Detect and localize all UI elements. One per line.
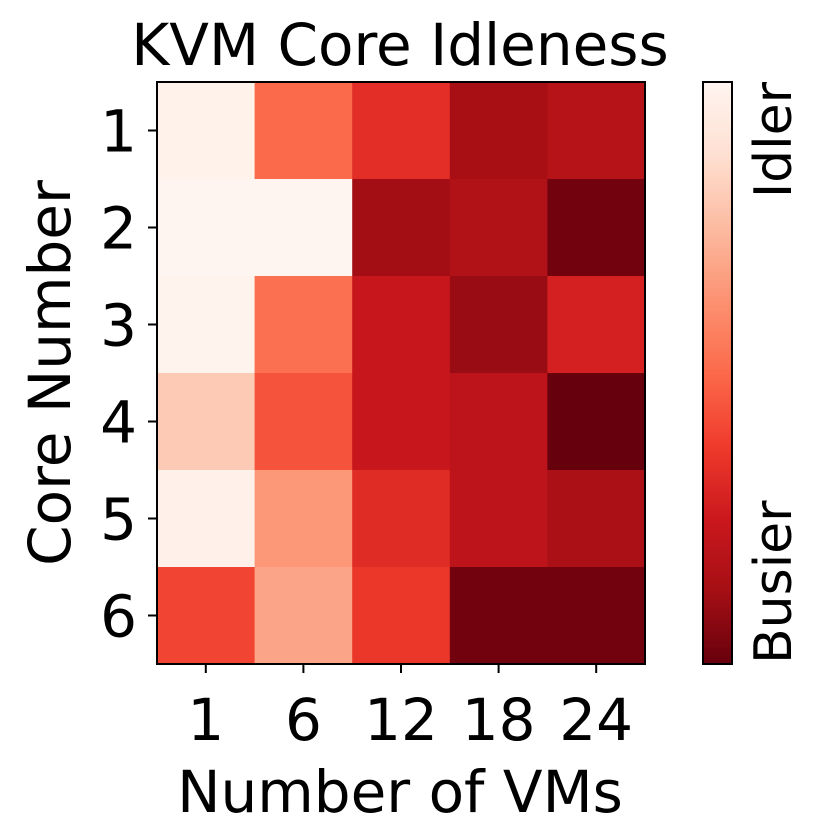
heatmap-cell (449, 567, 548, 665)
x-axis-label: Number of VMs (177, 758, 623, 826)
heatmap-cell (254, 276, 353, 374)
heatmap-cell (449, 470, 548, 568)
heatmap-cell (157, 373, 256, 471)
colorbar: Idler Busier (702, 81, 804, 665)
heatmap-cell (547, 373, 646, 471)
heatmap-cell (352, 470, 451, 568)
x-tick-label: 6 (285, 686, 322, 754)
heatmap-cell (352, 179, 451, 277)
y-tick-label: 2 (100, 195, 137, 263)
heatmap-cell (254, 179, 353, 277)
heatmap-cell (157, 179, 256, 277)
y-tick-label: 3 (100, 292, 137, 360)
heatmap-cell (157, 470, 256, 568)
heatmap-cell (157, 567, 256, 665)
colorbar-top-label: Idler (744, 81, 804, 198)
heatmap-cell (157, 82, 256, 180)
heatmap-cell (157, 276, 256, 374)
heatmap-cell (547, 470, 646, 568)
y-tick-label: 4 (100, 389, 137, 457)
heatmap-cell (352, 567, 451, 665)
heatmap-cell (254, 82, 353, 180)
heatmap-cell (449, 82, 548, 180)
colorbar-gradient (703, 82, 732, 664)
heatmap-cell (254, 567, 353, 665)
heatmap-cell (449, 179, 548, 277)
heatmap-cells (157, 82, 646, 665)
heatmap-cell (352, 276, 451, 374)
heatmap-cell (547, 82, 646, 180)
y-axis-ticks: 1 2 3 4 5 6 (100, 98, 157, 651)
heatmap-cell (547, 567, 646, 665)
x-tick-label: 18 (462, 686, 536, 754)
heatmap-cell (547, 179, 646, 277)
chart-title: KVM Core Idleness (131, 11, 668, 79)
heatmap-cell (449, 276, 548, 374)
heatmap-cell (254, 470, 353, 568)
y-tick-label: 6 (100, 583, 137, 651)
heatmap-cell (547, 276, 646, 374)
x-tick-label: 12 (364, 686, 438, 754)
heatmap-cell (352, 82, 451, 180)
y-tick-label: 5 (100, 486, 137, 554)
y-axis-label: Core Number (16, 180, 84, 566)
x-tick-label: 1 (187, 686, 224, 754)
heatmap-cell (254, 373, 353, 471)
x-tick-label: 24 (559, 686, 633, 754)
heatmap-cell (352, 373, 451, 471)
y-tick-label: 1 (100, 98, 137, 166)
heatmap-cell (449, 373, 548, 471)
colorbar-bottom-label: Busier (744, 500, 804, 664)
colorbar-frame (702, 81, 733, 665)
x-axis-ticks: 1 6 12 18 24 (187, 664, 633, 754)
